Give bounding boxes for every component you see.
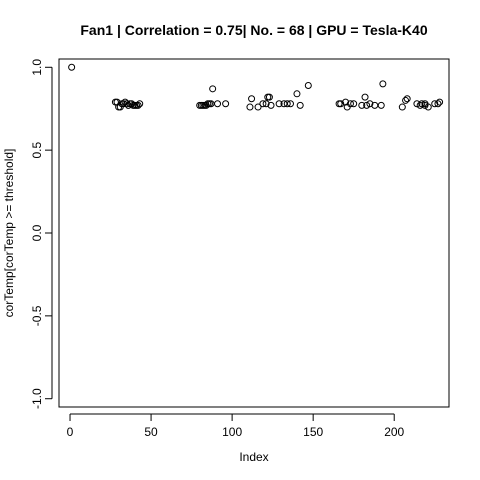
data-point — [248, 95, 256, 103]
data-point — [128, 100, 136, 108]
data-point — [267, 101, 275, 109]
data-point — [361, 93, 369, 101]
data-point — [214, 100, 222, 108]
data-point — [424, 103, 432, 111]
data-point — [113, 98, 121, 106]
x-tick-label: 100 — [222, 425, 242, 439]
data-point — [286, 100, 294, 108]
data-point — [436, 98, 444, 106]
x-tick-label: 50 — [144, 425, 158, 439]
data-point — [402, 96, 410, 104]
data-point — [337, 100, 345, 108]
data-point — [246, 103, 254, 111]
data-point — [296, 101, 304, 109]
data-point — [262, 100, 270, 108]
data-point — [398, 103, 406, 111]
data-point — [413, 100, 421, 108]
chart-title: Fan1 | Correlation = 0.75| No. = 68 | GP… — [80, 22, 427, 38]
x-tick-label: 200 — [384, 425, 404, 439]
data-point — [68, 63, 76, 71]
data-point — [418, 100, 426, 108]
data-point — [293, 90, 301, 98]
data-point — [136, 100, 144, 108]
data-point — [434, 100, 442, 108]
data-points — [68, 63, 444, 111]
x-axis-label: Index — [239, 450, 268, 464]
data-point — [366, 100, 374, 108]
data-point — [254, 103, 262, 111]
data-point — [421, 101, 429, 109]
data-point — [275, 100, 283, 108]
y-axis: -1.0 -0.5 0.0 0.5 1.0 — [30, 59, 53, 409]
data-point — [209, 85, 217, 93]
data-point — [222, 100, 230, 108]
data-point — [403, 95, 411, 103]
y-tick-label: 0.0 — [30, 224, 44, 241]
y-axis-label: corTemp[corTemp >= threshold] — [2, 149, 16, 318]
x-axis: 0 50 100 150 200 — [67, 413, 405, 439]
data-point — [259, 100, 267, 108]
data-point — [134, 101, 142, 109]
data-point — [304, 82, 312, 90]
y-tick-label: -0.5 — [30, 305, 44, 326]
data-point — [379, 80, 387, 88]
data-point — [377, 101, 385, 109]
data-point — [202, 101, 210, 109]
data-point — [346, 100, 354, 108]
y-tick-label: -1.0 — [30, 388, 44, 409]
data-point — [283, 100, 291, 108]
data-point — [416, 101, 424, 109]
x-tick-label: 150 — [303, 425, 323, 439]
data-point — [431, 100, 439, 108]
data-point — [342, 98, 350, 106]
x-tick-label: 0 — [67, 425, 74, 439]
data-point — [265, 93, 273, 101]
data-point — [123, 100, 131, 108]
y-tick-label: 1.0 — [30, 59, 44, 76]
data-point — [363, 101, 371, 109]
y-tick-label: 0.5 — [30, 141, 44, 158]
data-point — [350, 100, 358, 108]
plot-frame — [58, 58, 450, 408]
data-point — [358, 101, 366, 109]
